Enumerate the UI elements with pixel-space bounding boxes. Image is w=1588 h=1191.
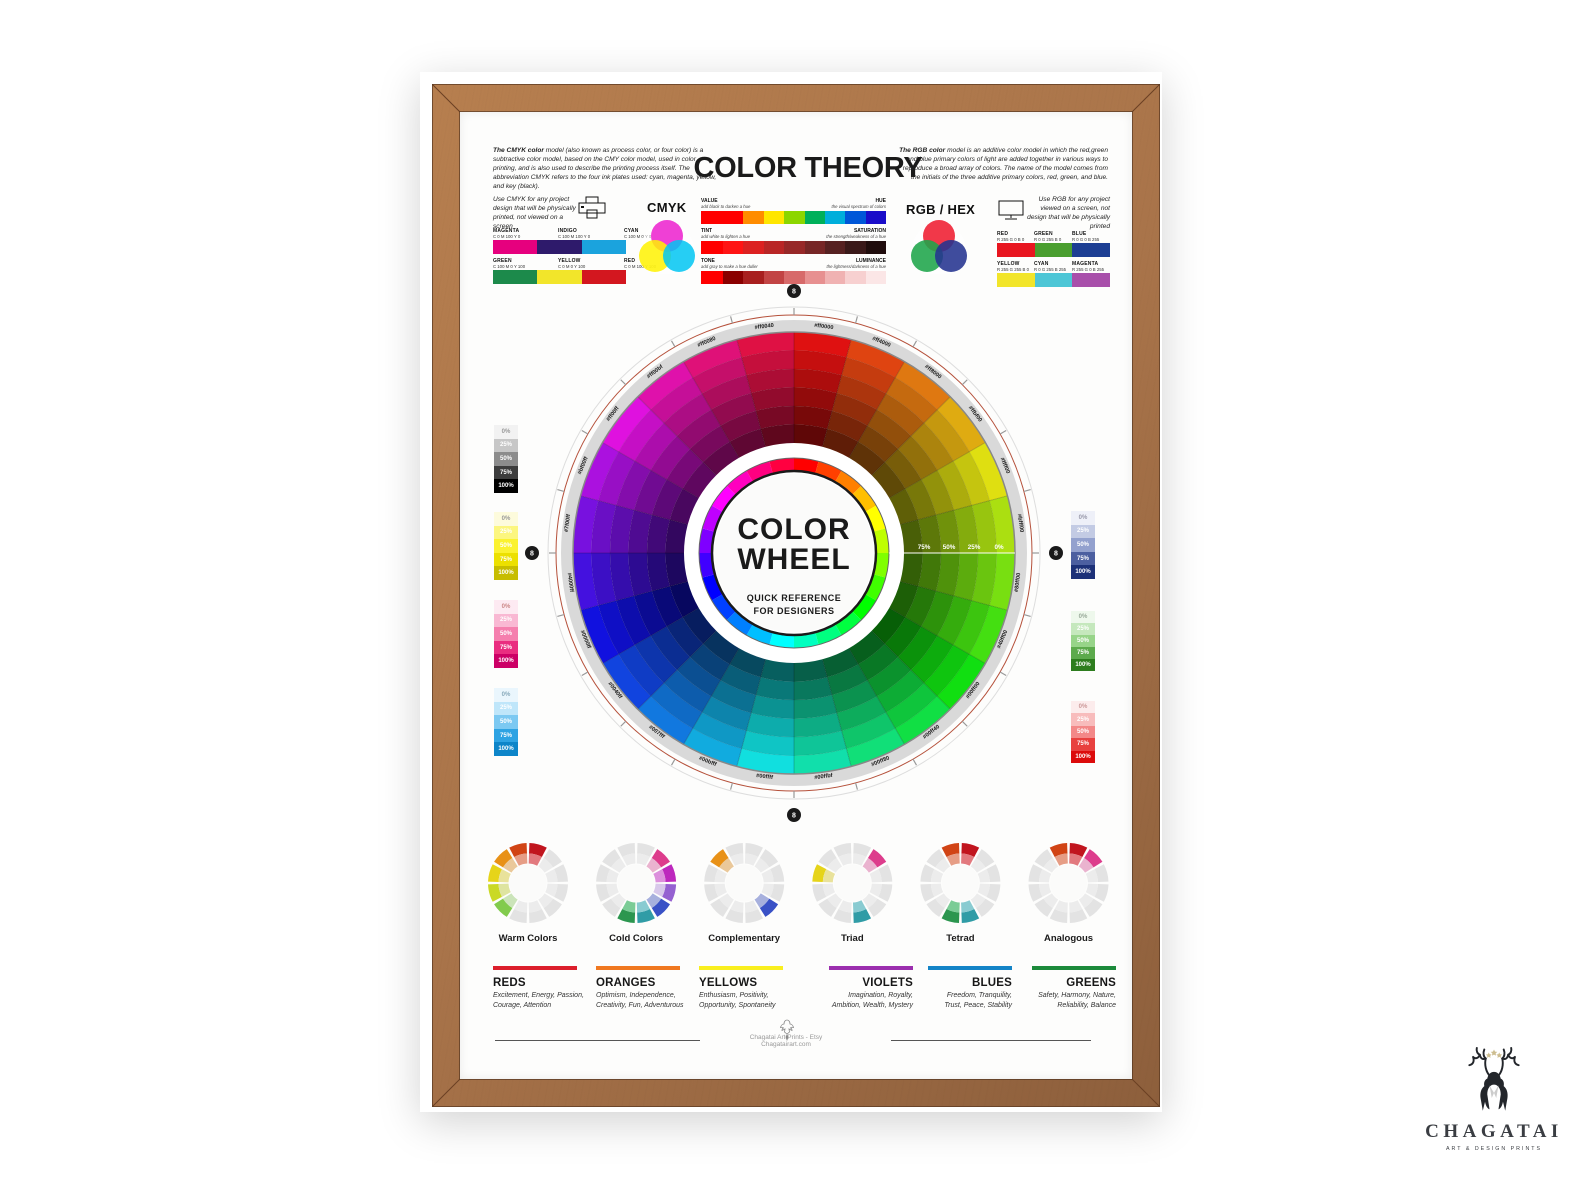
svg-text:QUICK REFERENCE: QUICK REFERENCE [747, 593, 842, 603]
svg-text:8: 8 [792, 288, 796, 295]
svg-text:Triad: Triad [841, 933, 864, 944]
svg-text:75%: 75% [918, 544, 931, 551]
svg-text:Tetrad: Tetrad [946, 933, 975, 944]
svg-text:50%: 50% [943, 544, 956, 551]
svg-text:0%: 0% [994, 544, 1004, 551]
svg-text:COLOR: COLOR [737, 513, 850, 546]
svg-text:Warm Colors: Warm Colors [499, 933, 558, 944]
svg-text:Cold Colors: Cold Colors [609, 933, 663, 944]
svg-text:Complementary: Complementary [708, 933, 781, 944]
svg-text:8: 8 [792, 812, 796, 819]
svg-text:FOR DESIGNERS: FOR DESIGNERS [753, 606, 834, 616]
svg-text:8: 8 [530, 550, 534, 557]
svg-text:WHEEL: WHEEL [737, 543, 850, 576]
svg-text:Analogous: Analogous [1044, 933, 1093, 944]
svg-text:25%: 25% [968, 544, 981, 551]
svg-text:8: 8 [1054, 550, 1058, 557]
